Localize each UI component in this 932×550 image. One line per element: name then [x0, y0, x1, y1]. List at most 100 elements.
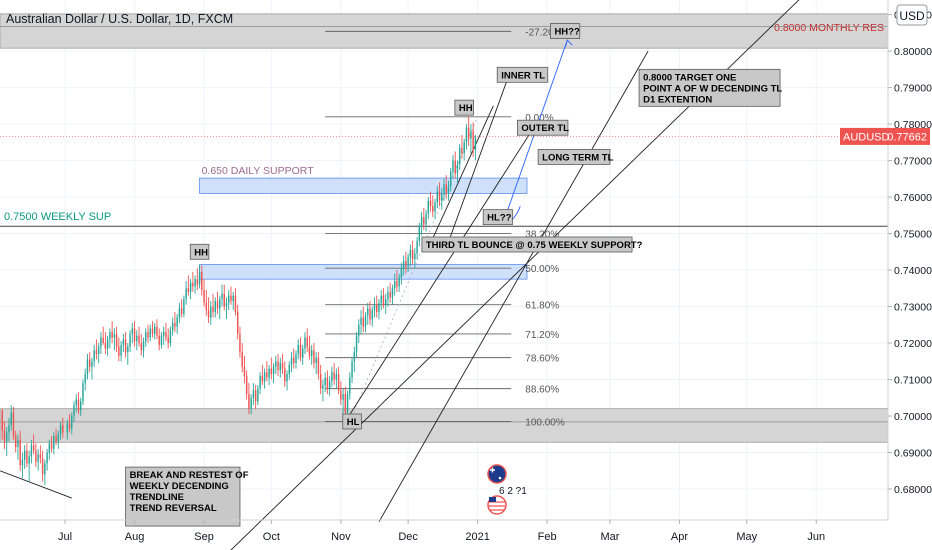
price-tick-label: 0.70000	[894, 411, 932, 423]
us-flag-icon[interactable]	[487, 495, 507, 515]
candle-body	[194, 279, 196, 287]
annotation-box[interactable]: HH??	[550, 23, 581, 39]
candle-body	[438, 191, 441, 201]
annotation-bg	[638, 68, 781, 107]
candle-body	[328, 381, 331, 389]
candle-body	[461, 147, 463, 154]
zone-rect	[0, 408, 889, 443]
candle	[324, 372, 326, 393]
candle	[35, 443, 37, 468]
annotation-box[interactable]: HL??	[482, 209, 513, 226]
candle-body	[102, 337, 104, 344]
candle	[165, 322, 167, 342]
candle	[236, 304, 239, 340]
candle	[118, 337, 120, 362]
time-tick-label: Apr	[671, 531, 688, 543]
candle	[183, 295, 185, 318]
candle-body	[41, 457, 44, 475]
annotation-box[interactable]: INNER TL	[496, 66, 549, 83]
candle	[461, 135, 463, 159]
candle	[203, 279, 205, 307]
price-tick-label: 0.73000	[894, 302, 932, 314]
candle	[10, 405, 12, 431]
candle	[375, 295, 378, 318]
candle	[194, 275, 196, 294]
candle	[342, 388, 344, 416]
candle-body	[432, 206, 434, 212]
candle	[174, 312, 176, 333]
annotation-bg	[482, 209, 513, 226]
annotation-box[interactable]: HH	[189, 243, 210, 260]
candle-body	[111, 332, 113, 338]
candle-body	[68, 423, 71, 429]
candle-body	[317, 357, 320, 375]
annotation-box[interactable]: 0.8000 TARGET ONE POINT A OF W DECENDING …	[638, 68, 782, 107]
candle-body	[405, 260, 407, 267]
candle	[120, 341, 122, 362]
time-tick-label: Feb	[538, 531, 557, 543]
candle-body	[445, 184, 447, 194]
candle-body	[203, 290, 205, 303]
annotation-box[interactable]: OUTER TL	[516, 119, 569, 136]
candle	[259, 372, 261, 395]
candle	[227, 290, 230, 311]
candle	[353, 346, 356, 373]
candle-body	[331, 372, 333, 382]
candle-body	[333, 372, 335, 380]
candle	[441, 187, 443, 210]
candle	[1, 408, 3, 440]
candle	[12, 406, 15, 440]
annotation-box[interactable]: THIRD TL BOUNCE @ 0.75 WEEKLY SUPPORT?	[421, 236, 643, 253]
candle	[452, 155, 454, 179]
australia-flag-icon[interactable]	[487, 464, 507, 484]
candle-body	[344, 394, 347, 413]
candle	[8, 417, 10, 442]
time-tick-label: Jun	[807, 531, 825, 543]
zone-label: 0.650 DAILY SUPPORT	[202, 165, 315, 177]
time-tick-label: Nov	[331, 531, 351, 543]
candle	[176, 313, 178, 334]
candle	[414, 248, 416, 269]
time-axis[interactable]: Jul Aug Sep Oct Nov Dec 2021 Feb Mar Apr May Jun	[58, 520, 825, 543]
candle-body	[349, 377, 351, 395]
trendline-inner-2	[427, 105, 494, 249]
fib-trend-line	[349, 116, 479, 422]
candle	[362, 306, 365, 333]
annotation-box[interactable]: HH	[454, 99, 474, 116]
trendline-weekly-descending	[0, 470, 72, 499]
annotation-box[interactable]: LONG TERM TL	[537, 149, 614, 165]
candle	[23, 445, 26, 469]
candle	[304, 332, 306, 354]
candle-body	[340, 390, 342, 400]
candle	[429, 191, 432, 212]
candle-body	[288, 364, 291, 375]
annotation-box[interactable]: BREAK AND RESTEST OF WEEKLY DECENDING TREN…	[125, 466, 249, 527]
candle-body	[470, 131, 472, 139]
candle-body	[313, 350, 315, 364]
candle-body	[245, 375, 248, 395]
candle-body	[153, 326, 156, 334]
candle-body	[183, 299, 185, 314]
candle-body	[337, 374, 340, 391]
event-flags[interactable]: 6 2 ?1	[487, 464, 527, 515]
candle	[207, 297, 210, 323]
annotation-box[interactable]: HL	[342, 413, 362, 430]
candle-body	[113, 333, 116, 338]
candle	[463, 138, 465, 161]
candle	[84, 368, 86, 391]
currency-label: USD	[899, 9, 925, 23]
candle-body	[364, 315, 367, 327]
candle	[57, 430, 60, 449]
candle-body	[198, 271, 201, 285]
candle	[445, 175, 447, 199]
candle-body	[259, 375, 261, 389]
currency-badge[interactable]: USD	[896, 4, 928, 26]
candle-body	[270, 368, 273, 375]
candle	[295, 350, 297, 369]
candle	[263, 368, 266, 389]
candle	[97, 343, 100, 364]
candle	[59, 421, 62, 440]
candle-body	[326, 377, 329, 389]
price-axis[interactable]: 0.68000 0.69000 0.70000 0.71000 0.72000 0.730…	[888, 10, 932, 496]
